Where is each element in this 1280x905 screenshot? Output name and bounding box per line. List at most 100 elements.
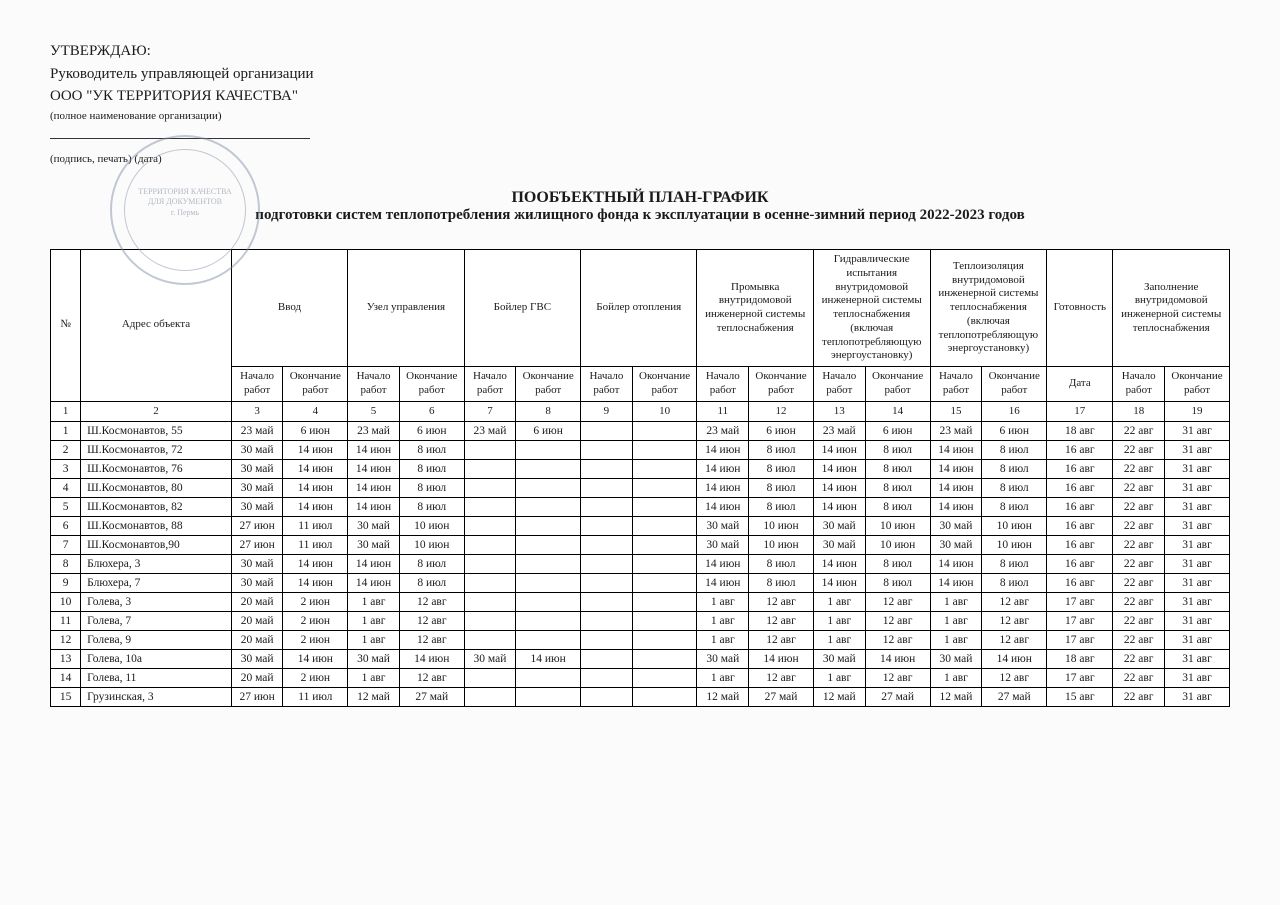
cell-value: 31 авг xyxy=(1165,574,1230,593)
col-ready: Готовность xyxy=(1047,250,1113,367)
table-row: 9Блюхера, 730 май14 июн14 июн8 июл14 июн… xyxy=(51,574,1230,593)
cell-value: 14 июн xyxy=(930,555,982,574)
cell-value xyxy=(464,574,516,593)
cell-value: 1 авг xyxy=(697,612,749,631)
cell-value: 12 авг xyxy=(982,669,1047,688)
cell-value: 14 июн xyxy=(813,498,865,517)
cell-value: 2 июн xyxy=(283,669,348,688)
title-sub: подготовки систем теплопотребления жилищ… xyxy=(50,207,1230,224)
cell-addr: Блюхера, 3 xyxy=(81,555,232,574)
cell-value: 12 авг xyxy=(749,631,814,650)
cell-value: 30 май xyxy=(464,650,516,669)
cell-num: 7 xyxy=(51,536,81,555)
cell-value: 1 авг xyxy=(697,631,749,650)
table-row: 14Голева, 1120 май2 июн1 авг12 авг1 авг1… xyxy=(51,669,1230,688)
cell-value: 11 июл xyxy=(283,536,348,555)
cell-value: 6 июн xyxy=(516,422,581,441)
table-row: 3Ш.Космонавтов, 7630 май14 июн14 июн8 ию… xyxy=(51,460,1230,479)
cell-value xyxy=(464,536,516,555)
col-index: 1 xyxy=(51,401,81,422)
table-head: № Адрес объекта Ввод Узел управления Бой… xyxy=(51,250,1230,422)
col-start: Начало работ xyxy=(813,367,865,402)
cell-value: 14 июн xyxy=(283,460,348,479)
cell-value: 23 май xyxy=(697,422,749,441)
cell-value: 30 май xyxy=(348,536,400,555)
cell-value: 8 июл xyxy=(399,479,464,498)
cell-value: 22 авг xyxy=(1113,422,1165,441)
cell-value xyxy=(581,479,633,498)
signature-line xyxy=(50,125,310,139)
cell-value: 30 май xyxy=(930,517,982,536)
cell-value xyxy=(581,574,633,593)
col-index: 5 xyxy=(348,401,400,422)
cell-value: 18 авг xyxy=(1047,422,1113,441)
cell-addr: Ш.Космонавтов, 82 xyxy=(81,498,232,517)
cell-value: 6 июн xyxy=(865,422,930,441)
cell-num: 3 xyxy=(51,460,81,479)
cell-value: 30 май xyxy=(813,650,865,669)
col-group-5: Гидравлические испытания внутридомовой и… xyxy=(813,250,930,367)
cell-value: 2 июн xyxy=(283,593,348,612)
cell-value: 31 авг xyxy=(1165,460,1230,479)
cell-value: 6 июн xyxy=(982,422,1047,441)
cell-value: 6 июн xyxy=(749,422,814,441)
cell-addr: Ш.Космонавтов, 55 xyxy=(81,422,232,441)
col-start: Начало работ xyxy=(464,367,516,402)
col-addr: Адрес объекта xyxy=(81,250,232,402)
cell-value: 14 июн xyxy=(283,498,348,517)
cell-value xyxy=(516,669,581,688)
cell-value: 1 авг xyxy=(930,612,982,631)
cell-value: 12 авг xyxy=(865,593,930,612)
col-index: 16 xyxy=(982,401,1047,422)
cell-value: 22 авг xyxy=(1113,669,1165,688)
cell-value: 1 авг xyxy=(348,593,400,612)
cell-value: 8 июл xyxy=(749,460,814,479)
cell-value: 14 июн xyxy=(697,479,749,498)
col-start: Начало работ xyxy=(581,367,633,402)
cell-value: 14 июн xyxy=(697,574,749,593)
col-index: 17 xyxy=(1047,401,1113,422)
cell-value: 14 июн xyxy=(930,441,982,460)
cell-value: 1 авг xyxy=(813,669,865,688)
cell-value xyxy=(632,460,697,479)
cell-value: 22 авг xyxy=(1113,555,1165,574)
cell-value: 8 июл xyxy=(982,555,1047,574)
cell-value: 14 июн xyxy=(813,574,865,593)
cell-value: 14 июн xyxy=(749,650,814,669)
cell-value xyxy=(516,593,581,612)
cell-value: 8 июл xyxy=(865,479,930,498)
cell-value xyxy=(632,612,697,631)
cell-addr: Ш.Космонавтов, 72 xyxy=(81,441,232,460)
cell-value: 14 июн xyxy=(399,650,464,669)
cell-value: 10 июн xyxy=(399,536,464,555)
col-group-2: Бойлер ГВС xyxy=(464,250,580,367)
cell-value xyxy=(581,536,633,555)
cell-value: 30 май xyxy=(231,479,283,498)
cell-value: 27 июн xyxy=(231,688,283,707)
cell-value xyxy=(632,650,697,669)
cell-value: 12 авг xyxy=(865,631,930,650)
cell-value xyxy=(516,536,581,555)
cell-value: 8 июл xyxy=(982,479,1047,498)
cell-value: 27 июн xyxy=(231,517,283,536)
cell-value: 1 авг xyxy=(813,631,865,650)
cell-value: 14 июн xyxy=(865,650,930,669)
cell-addr: Голева, 10а xyxy=(81,650,232,669)
col-end: Окончание работ xyxy=(749,367,814,402)
cell-value xyxy=(581,593,633,612)
approval-block: УТВЕРЖДАЮ: Руководитель управляющей орга… xyxy=(50,40,1230,169)
cell-addr: Ш.Космонавтов, 80 xyxy=(81,479,232,498)
cell-num: 14 xyxy=(51,669,81,688)
cell-value xyxy=(516,479,581,498)
cell-value: 12 авг xyxy=(749,593,814,612)
cell-value: 14 июн xyxy=(283,574,348,593)
cell-value xyxy=(632,536,697,555)
cell-value: 22 авг xyxy=(1113,688,1165,707)
cell-value: 22 авг xyxy=(1113,593,1165,612)
cell-value: 30 май xyxy=(231,441,283,460)
col-index: 12 xyxy=(749,401,814,422)
table-row: 4Ш.Космонавтов, 8030 май14 июн14 июн8 ию… xyxy=(51,479,1230,498)
cell-value: 31 авг xyxy=(1165,422,1230,441)
cell-value: 14 июн xyxy=(813,441,865,460)
cell-value: 27 май xyxy=(749,688,814,707)
